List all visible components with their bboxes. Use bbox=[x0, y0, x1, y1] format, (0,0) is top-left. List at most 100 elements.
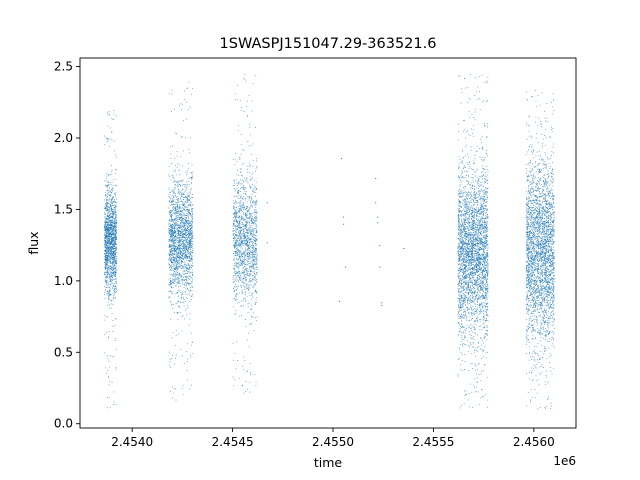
data-point bbox=[178, 201, 180, 203]
data-point bbox=[239, 234, 241, 236]
data-point bbox=[255, 385, 257, 386]
data-point bbox=[107, 250, 108, 252]
data-point bbox=[255, 254, 256, 255]
data-point bbox=[250, 241, 251, 242]
data-point bbox=[238, 221, 240, 223]
data-point bbox=[171, 270, 173, 271]
data-point bbox=[178, 273, 180, 275]
data-point bbox=[254, 185, 256, 187]
data-point bbox=[104, 238, 106, 240]
data-point bbox=[255, 280, 256, 281]
data-point bbox=[113, 243, 114, 245]
data-point bbox=[250, 180, 252, 181]
data-point bbox=[245, 225, 247, 227]
data-point bbox=[251, 229, 253, 231]
data-point bbox=[170, 301, 172, 303]
data-point bbox=[256, 165, 258, 167]
data-point bbox=[104, 234, 106, 235]
data-point bbox=[107, 243, 109, 245]
data-point bbox=[192, 208, 194, 210]
data-point bbox=[114, 232, 115, 234]
data-point bbox=[172, 355, 173, 356]
data-point bbox=[245, 255, 247, 256]
data-point bbox=[238, 210, 240, 212]
data-point bbox=[187, 268, 189, 269]
data-point bbox=[241, 272, 243, 274]
data-point bbox=[247, 261, 248, 263]
data-point bbox=[233, 268, 235, 270]
data-point bbox=[180, 217, 182, 218]
data-point bbox=[111, 294, 113, 295]
data-point bbox=[185, 275, 186, 277]
data-point bbox=[105, 316, 107, 318]
data-point bbox=[183, 223, 185, 225]
data-point bbox=[192, 88, 193, 89]
data-point bbox=[248, 268, 250, 270]
data-point bbox=[235, 99, 237, 100]
data-point bbox=[238, 206, 239, 208]
data-point bbox=[186, 254, 188, 256]
data-point bbox=[169, 246, 171, 248]
data-point bbox=[244, 233, 245, 235]
data-point bbox=[174, 252, 176, 254]
data-point bbox=[110, 226, 111, 228]
data-point bbox=[168, 233, 170, 235]
data-point bbox=[235, 309, 237, 311]
data-point bbox=[106, 247, 107, 249]
data-point bbox=[106, 255, 108, 257]
data-point bbox=[106, 235, 108, 237]
data-point bbox=[186, 232, 188, 234]
data-point bbox=[114, 256, 116, 258]
data-point bbox=[109, 198, 111, 199]
data-point bbox=[241, 204, 243, 206]
data-point bbox=[185, 137, 187, 139]
data-point bbox=[237, 250, 239, 252]
data-point bbox=[236, 183, 238, 184]
data-point bbox=[111, 228, 113, 230]
data-point bbox=[108, 230, 110, 232]
data-point bbox=[113, 206, 115, 208]
data-point bbox=[178, 199, 179, 201]
data-point bbox=[254, 210, 256, 212]
data-point bbox=[171, 200, 173, 202]
data-point bbox=[107, 244, 109, 246]
data-point bbox=[179, 248, 181, 249]
data-point bbox=[245, 287, 247, 288]
data-point bbox=[190, 277, 191, 279]
data-point bbox=[112, 255, 114, 257]
data-point bbox=[176, 196, 178, 198]
data-point bbox=[243, 236, 245, 237]
data-point bbox=[236, 173, 238, 175]
data-point bbox=[104, 232, 106, 234]
data-point bbox=[174, 245, 176, 247]
data-point bbox=[113, 265, 115, 267]
data-point bbox=[243, 225, 245, 227]
data-point bbox=[180, 302, 182, 304]
data-point bbox=[115, 208, 117, 210]
data-point bbox=[181, 330, 183, 332]
data-point bbox=[249, 197, 251, 198]
data-point bbox=[106, 202, 108, 204]
data-point bbox=[106, 203, 108, 205]
data-point bbox=[178, 244, 180, 245]
data-point bbox=[112, 226, 113, 227]
data-point bbox=[184, 282, 186, 283]
data-point bbox=[174, 274, 176, 276]
data-point bbox=[112, 254, 114, 256]
data-point bbox=[111, 208, 112, 210]
data-point bbox=[174, 262, 176, 264]
data-point bbox=[168, 187, 170, 189]
data-point bbox=[116, 232, 117, 234]
data-point bbox=[246, 272, 248, 274]
data-point bbox=[115, 184, 116, 186]
data-point bbox=[110, 253, 112, 255]
data-point bbox=[183, 255, 185, 257]
data-point bbox=[108, 218, 110, 219]
data-point bbox=[184, 285, 186, 287]
data-point bbox=[177, 163, 179, 165]
data-point bbox=[107, 407, 108, 409]
data-point bbox=[171, 215, 173, 217]
data-point bbox=[189, 253, 191, 255]
data-point bbox=[191, 260, 193, 262]
data-point bbox=[240, 242, 242, 244]
